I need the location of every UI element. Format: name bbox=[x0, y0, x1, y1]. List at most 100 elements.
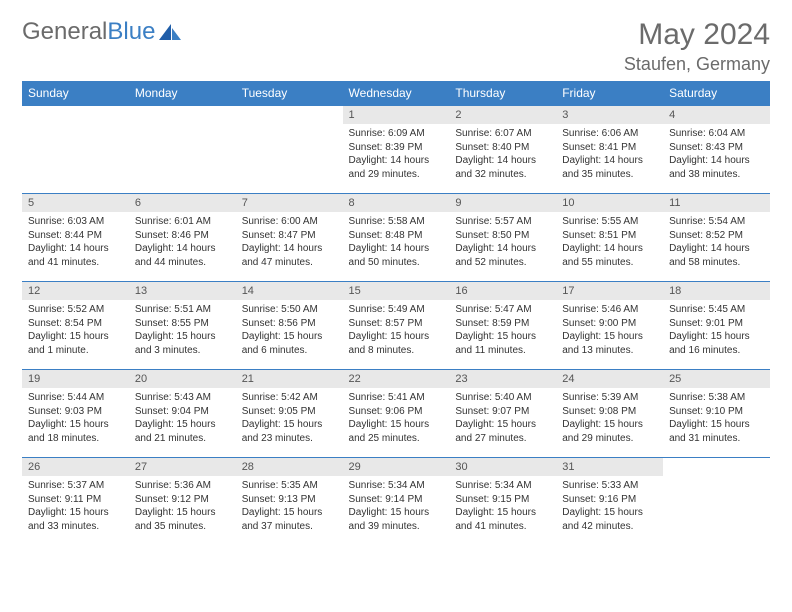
day-cell: 13Sunrise: 5:51 AMSunset: 8:55 PMDayligh… bbox=[129, 282, 236, 370]
day-content: Sunrise: 5:50 AMSunset: 8:56 PMDaylight:… bbox=[236, 300, 343, 363]
week-row: 19Sunrise: 5:44 AMSunset: 9:03 PMDayligh… bbox=[22, 370, 770, 458]
day-number: 1 bbox=[343, 106, 450, 124]
day-content: Sunrise: 5:54 AMSunset: 8:52 PMDaylight:… bbox=[663, 212, 770, 275]
day-cell: 6Sunrise: 6:01 AMSunset: 8:46 PMDaylight… bbox=[129, 194, 236, 282]
day-cell: 2Sunrise: 6:07 AMSunset: 8:40 PMDaylight… bbox=[449, 106, 556, 194]
day-cell: 22Sunrise: 5:41 AMSunset: 9:06 PMDayligh… bbox=[343, 370, 450, 458]
day-cell: 23Sunrise: 5:40 AMSunset: 9:07 PMDayligh… bbox=[449, 370, 556, 458]
day-content: Sunrise: 5:33 AMSunset: 9:16 PMDaylight:… bbox=[556, 476, 663, 539]
day-content: Sunrise: 5:49 AMSunset: 8:57 PMDaylight:… bbox=[343, 300, 450, 363]
day-cell: 7Sunrise: 6:00 AMSunset: 8:47 PMDaylight… bbox=[236, 194, 343, 282]
day-cell: 29Sunrise: 5:34 AMSunset: 9:14 PMDayligh… bbox=[343, 458, 450, 546]
day-cell: 21Sunrise: 5:42 AMSunset: 9:05 PMDayligh… bbox=[236, 370, 343, 458]
day-content: Sunrise: 5:41 AMSunset: 9:06 PMDaylight:… bbox=[343, 388, 450, 451]
day-cell bbox=[236, 106, 343, 194]
day-number: 20 bbox=[129, 370, 236, 388]
day-cell: 10Sunrise: 5:55 AMSunset: 8:51 PMDayligh… bbox=[556, 194, 663, 282]
week-row: 5Sunrise: 6:03 AMSunset: 8:44 PMDaylight… bbox=[22, 194, 770, 282]
day-number: 22 bbox=[343, 370, 450, 388]
day-cell: 24Sunrise: 5:39 AMSunset: 9:08 PMDayligh… bbox=[556, 370, 663, 458]
day-content: Sunrise: 5:55 AMSunset: 8:51 PMDaylight:… bbox=[556, 212, 663, 275]
day-cell: 12Sunrise: 5:52 AMSunset: 8:54 PMDayligh… bbox=[22, 282, 129, 370]
day-cell: 15Sunrise: 5:49 AMSunset: 8:57 PMDayligh… bbox=[343, 282, 450, 370]
day-content: Sunrise: 6:03 AMSunset: 8:44 PMDaylight:… bbox=[22, 212, 129, 275]
day-content: Sunrise: 5:52 AMSunset: 8:54 PMDaylight:… bbox=[22, 300, 129, 363]
day-content: Sunrise: 6:00 AMSunset: 8:47 PMDaylight:… bbox=[236, 212, 343, 275]
day-content: Sunrise: 6:06 AMSunset: 8:41 PMDaylight:… bbox=[556, 124, 663, 187]
day-cell: 3Sunrise: 6:06 AMSunset: 8:41 PMDaylight… bbox=[556, 106, 663, 194]
logo: GeneralBlue bbox=[22, 18, 183, 46]
day-cell bbox=[22, 106, 129, 194]
sail-icon bbox=[157, 22, 183, 42]
day-content: Sunrise: 6:04 AMSunset: 8:43 PMDaylight:… bbox=[663, 124, 770, 187]
day-number: 28 bbox=[236, 458, 343, 476]
day-number: 17 bbox=[556, 282, 663, 300]
day-cell: 25Sunrise: 5:38 AMSunset: 9:10 PMDayligh… bbox=[663, 370, 770, 458]
day-header: Tuesday bbox=[236, 81, 343, 106]
day-content: Sunrise: 6:09 AMSunset: 8:39 PMDaylight:… bbox=[343, 124, 450, 187]
day-content: Sunrise: 6:01 AMSunset: 8:46 PMDaylight:… bbox=[129, 212, 236, 275]
day-number: 24 bbox=[556, 370, 663, 388]
day-cell bbox=[663, 458, 770, 546]
day-number: 14 bbox=[236, 282, 343, 300]
page-title: May 2024 bbox=[624, 18, 770, 52]
day-number: 31 bbox=[556, 458, 663, 476]
week-row: 26Sunrise: 5:37 AMSunset: 9:11 PMDayligh… bbox=[22, 458, 770, 546]
day-number: 11 bbox=[663, 194, 770, 212]
week-row: 12Sunrise: 5:52 AMSunset: 8:54 PMDayligh… bbox=[22, 282, 770, 370]
day-cell: 16Sunrise: 5:47 AMSunset: 8:59 PMDayligh… bbox=[449, 282, 556, 370]
day-cell: 17Sunrise: 5:46 AMSunset: 9:00 PMDayligh… bbox=[556, 282, 663, 370]
day-cell: 19Sunrise: 5:44 AMSunset: 9:03 PMDayligh… bbox=[22, 370, 129, 458]
day-content: Sunrise: 5:58 AMSunset: 8:48 PMDaylight:… bbox=[343, 212, 450, 275]
day-header: Sunday bbox=[22, 81, 129, 106]
day-content: Sunrise: 5:40 AMSunset: 9:07 PMDaylight:… bbox=[449, 388, 556, 451]
day-content: Sunrise: 5:36 AMSunset: 9:12 PMDaylight:… bbox=[129, 476, 236, 539]
day-number: 5 bbox=[22, 194, 129, 212]
day-number: 19 bbox=[22, 370, 129, 388]
day-number: 6 bbox=[129, 194, 236, 212]
day-content: Sunrise: 5:47 AMSunset: 8:59 PMDaylight:… bbox=[449, 300, 556, 363]
day-content: Sunrise: 5:38 AMSunset: 9:10 PMDaylight:… bbox=[663, 388, 770, 451]
day-number: 13 bbox=[129, 282, 236, 300]
day-cell: 26Sunrise: 5:37 AMSunset: 9:11 PMDayligh… bbox=[22, 458, 129, 546]
day-number: 27 bbox=[129, 458, 236, 476]
day-number: 12 bbox=[22, 282, 129, 300]
calendar-table: SundayMondayTuesdayWednesdayThursdayFrid… bbox=[22, 81, 770, 546]
day-number: 10 bbox=[556, 194, 663, 212]
day-cell: 9Sunrise: 5:57 AMSunset: 8:50 PMDaylight… bbox=[449, 194, 556, 282]
day-content: Sunrise: 5:46 AMSunset: 9:00 PMDaylight:… bbox=[556, 300, 663, 363]
day-header: Monday bbox=[129, 81, 236, 106]
day-content: Sunrise: 5:43 AMSunset: 9:04 PMDaylight:… bbox=[129, 388, 236, 451]
day-number: 29 bbox=[343, 458, 450, 476]
day-cell: 28Sunrise: 5:35 AMSunset: 9:13 PMDayligh… bbox=[236, 458, 343, 546]
day-number: 7 bbox=[236, 194, 343, 212]
day-header: Saturday bbox=[663, 81, 770, 106]
day-content: Sunrise: 5:57 AMSunset: 8:50 PMDaylight:… bbox=[449, 212, 556, 275]
day-cell: 14Sunrise: 5:50 AMSunset: 8:56 PMDayligh… bbox=[236, 282, 343, 370]
week-row: 1Sunrise: 6:09 AMSunset: 8:39 PMDaylight… bbox=[22, 106, 770, 194]
day-content: Sunrise: 5:51 AMSunset: 8:55 PMDaylight:… bbox=[129, 300, 236, 363]
day-cell: 27Sunrise: 5:36 AMSunset: 9:12 PMDayligh… bbox=[129, 458, 236, 546]
day-content: Sunrise: 5:42 AMSunset: 9:05 PMDaylight:… bbox=[236, 388, 343, 451]
day-number: 16 bbox=[449, 282, 556, 300]
day-number: 18 bbox=[663, 282, 770, 300]
day-number: 21 bbox=[236, 370, 343, 388]
day-number: 15 bbox=[343, 282, 450, 300]
day-header: Friday bbox=[556, 81, 663, 106]
day-number: 9 bbox=[449, 194, 556, 212]
day-content: Sunrise: 5:39 AMSunset: 9:08 PMDaylight:… bbox=[556, 388, 663, 451]
calendar-body: 1Sunrise: 6:09 AMSunset: 8:39 PMDaylight… bbox=[22, 106, 770, 546]
day-cell: 30Sunrise: 5:34 AMSunset: 9:15 PMDayligh… bbox=[449, 458, 556, 546]
day-number: 2 bbox=[449, 106, 556, 124]
day-content: Sunrise: 5:34 AMSunset: 9:14 PMDaylight:… bbox=[343, 476, 450, 539]
day-cell: 18Sunrise: 5:45 AMSunset: 9:01 PMDayligh… bbox=[663, 282, 770, 370]
logo-text-part2: Blue bbox=[107, 18, 155, 46]
day-number: 25 bbox=[663, 370, 770, 388]
day-number: 26 bbox=[22, 458, 129, 476]
day-cell: 8Sunrise: 5:58 AMSunset: 8:48 PMDaylight… bbox=[343, 194, 450, 282]
day-cell: 31Sunrise: 5:33 AMSunset: 9:16 PMDayligh… bbox=[556, 458, 663, 546]
day-content: Sunrise: 5:35 AMSunset: 9:13 PMDaylight:… bbox=[236, 476, 343, 539]
day-content: Sunrise: 6:07 AMSunset: 8:40 PMDaylight:… bbox=[449, 124, 556, 187]
day-number: 3 bbox=[556, 106, 663, 124]
title-block: May 2024 Staufen, Germany bbox=[624, 18, 770, 75]
